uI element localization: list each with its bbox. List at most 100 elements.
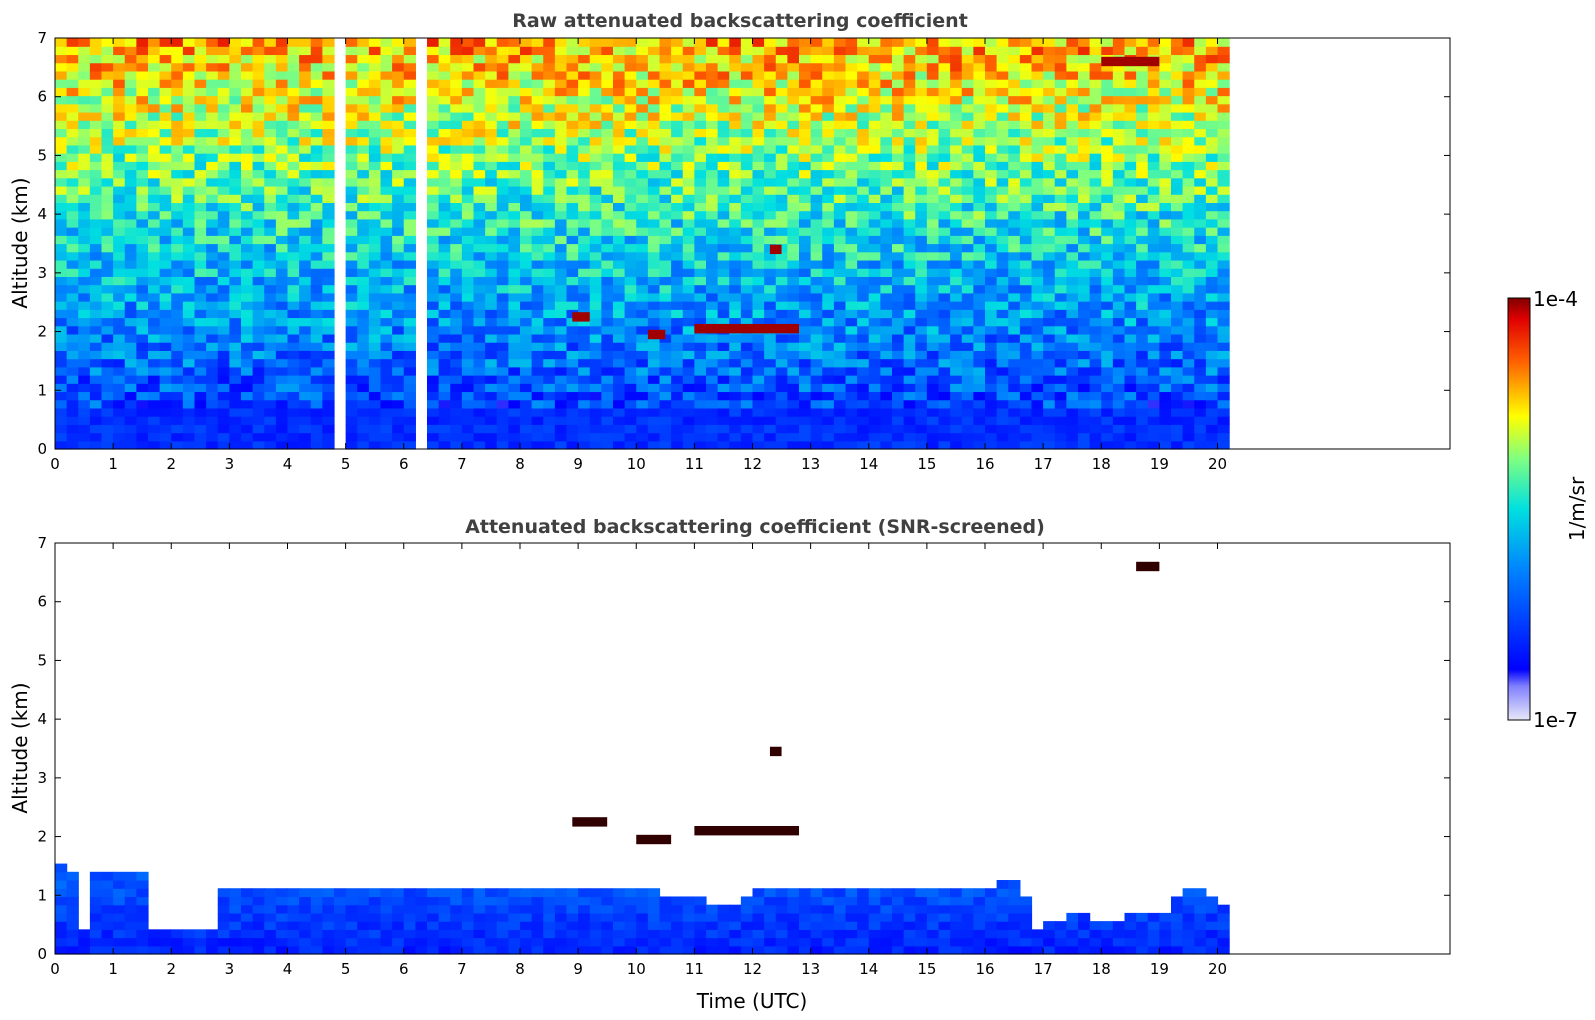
heatmap-cell	[1089, 383, 1102, 393]
heatmap-cell	[1008, 136, 1021, 146]
x-tick-label: 5	[341, 455, 351, 473]
heatmap-cell	[810, 333, 823, 343]
heatmap-cell	[124, 111, 137, 121]
heatmap-cell	[554, 144, 568, 154]
heatmap-cell	[1031, 399, 1044, 409]
heatmap-cell	[299, 128, 312, 138]
heatmap-cell	[810, 424, 823, 434]
heatmap-cell	[1194, 161, 1207, 171]
heatmap-cell	[903, 284, 916, 294]
heatmap-cell	[66, 62, 79, 72]
heatmap-cell	[1136, 136, 1149, 146]
heatmap-cell	[636, 144, 649, 154]
heatmap-cell	[810, 161, 823, 171]
heatmap-cell	[1147, 383, 1160, 393]
heatmap-cell	[1182, 333, 1195, 343]
heatmap-cell	[717, 153, 730, 162]
x-tick-label: 15	[917, 455, 936, 473]
heatmap-cell	[1043, 407, 1056, 417]
heatmap-cell	[55, 325, 68, 335]
heatmap-cell	[868, 407, 881, 417]
heatmap-cell	[543, 70, 556, 80]
heatmap-cell	[275, 251, 289, 261]
heatmap-cell	[101, 218, 114, 228]
heatmap-cell	[973, 177, 986, 187]
heatmap-cell	[1101, 276, 1114, 286]
heatmap-cell	[310, 103, 323, 113]
heatmap-cell	[368, 358, 382, 368]
heatmap-cell	[1066, 169, 1079, 179]
heatmap-cell	[148, 358, 161, 368]
heatmap-cell	[833, 161, 847, 171]
heatmap-cell	[264, 62, 277, 72]
heatmap-cell	[892, 416, 905, 425]
heatmap-cell	[1031, 202, 1044, 212]
heatmap-cell	[182, 70, 196, 80]
heatmap-cell	[613, 251, 626, 261]
heatmap-cell	[217, 317, 230, 327]
heatmap-cell	[159, 227, 172, 236]
heatmap-cell	[520, 424, 533, 434]
heatmap-cell	[1124, 169, 1137, 179]
heatmap-cell	[682, 235, 695, 245]
heatmap-cell	[1182, 251, 1195, 261]
heatmap-cell	[868, 38, 881, 47]
heatmap-cell	[299, 136, 312, 146]
heatmap-cell	[450, 210, 463, 220]
heatmap-cell	[659, 153, 672, 162]
heatmap-cell	[217, 350, 230, 360]
heatmap-cell	[508, 440, 521, 450]
heatmap-cell	[450, 144, 463, 154]
heatmap-cell	[392, 62, 405, 72]
heatmap-cell	[89, 46, 103, 56]
heatmap-cell	[66, 235, 79, 245]
heatmap-cell	[868, 292, 881, 302]
heatmap-cell	[299, 432, 312, 442]
heatmap-cell	[729, 424, 742, 434]
heatmap-cell	[55, 235, 68, 245]
heatmap-cell	[764, 46, 777, 56]
heatmap-cell	[601, 301, 614, 310]
heatmap-cell	[55, 432, 68, 442]
heatmap-cell	[682, 227, 695, 236]
heatmap-cell	[252, 383, 265, 393]
heatmap-cell	[554, 366, 568, 376]
heatmap-cell	[1171, 333, 1184, 343]
heatmap-cell	[961, 144, 974, 154]
heatmap-cell	[461, 391, 475, 401]
heatmap-cell	[915, 259, 928, 269]
heatmap-cell	[1078, 350, 1091, 360]
heatmap-cell	[1205, 292, 1219, 302]
heatmap-cell	[345, 301, 358, 310]
heatmap-cell	[985, 235, 998, 245]
heatmap-cell	[764, 54, 777, 64]
heatmap-cell	[322, 153, 335, 162]
heatmap-cell	[624, 95, 637, 105]
heatmap-cell	[578, 227, 591, 236]
heatmap-cell	[450, 136, 463, 146]
heatmap-cell	[101, 284, 114, 294]
heatmap-cell	[368, 391, 382, 401]
heatmap-cell	[299, 194, 312, 203]
heatmap-cell	[264, 251, 277, 261]
heatmap-cell	[566, 111, 579, 121]
heatmap-cell	[950, 268, 963, 277]
heatmap-cell	[1089, 70, 1102, 80]
heatmap-cell	[1101, 243, 1114, 253]
heatmap-cell	[299, 153, 312, 162]
heatmap-cell	[833, 251, 847, 261]
heatmap-cell	[799, 284, 812, 294]
heatmap-cell	[55, 169, 68, 179]
heatmap-cell	[264, 111, 277, 121]
heatmap-cell	[113, 350, 126, 360]
heatmap-cell	[868, 120, 881, 130]
heatmap-cell	[1147, 87, 1160, 97]
heatmap-cell	[473, 218, 486, 228]
heatmap-cell	[66, 383, 79, 393]
heatmap-cell	[566, 46, 579, 56]
heatmap-cell	[78, 210, 91, 220]
heatmap-cell	[822, 366, 835, 376]
heatmap-cell	[496, 424, 509, 434]
heatmap-cell	[508, 235, 521, 245]
heatmap-cell	[159, 325, 172, 335]
